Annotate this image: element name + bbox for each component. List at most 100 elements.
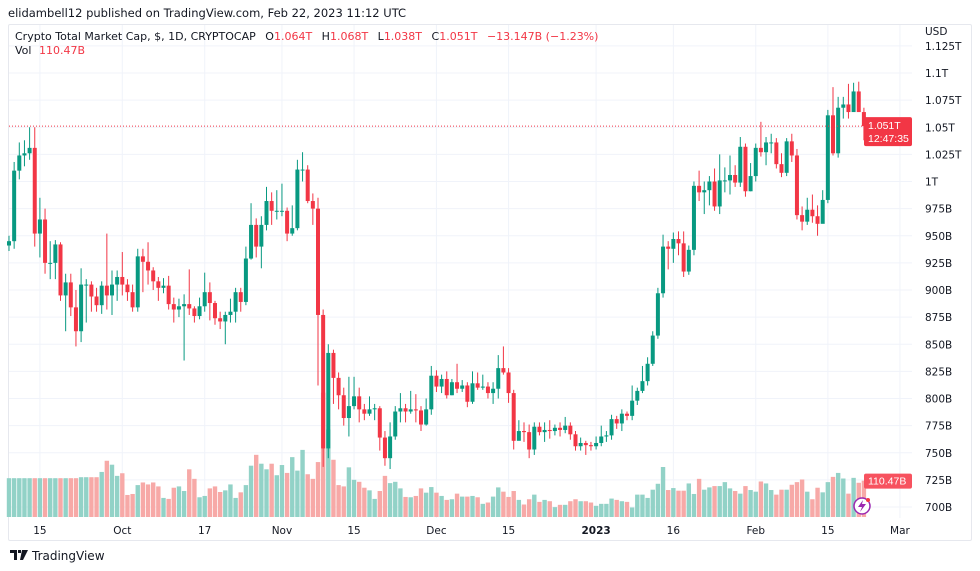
candle[interactable] [547,420,552,439]
candle[interactable] [558,422,563,437]
candle[interactable] [228,298,233,323]
candle[interactable] [789,133,794,162]
candle[interactable] [79,268,84,343]
candle[interactable] [851,82,856,113]
candle[interactable] [825,109,830,204]
candle[interactable] [367,396,372,416]
candle[interactable] [599,425,604,447]
candle[interactable] [717,154,722,215]
candle[interactable] [398,393,403,423]
candle[interactable] [594,436,599,450]
candle[interactable] [140,248,145,293]
candle[interactable] [769,133,774,154]
candle[interactable] [568,422,573,440]
candle[interactable] [213,300,217,325]
candle[interactable] [207,282,212,321]
candle[interactable] [712,168,717,211]
candle[interactable] [171,297,176,323]
symbol-title[interactable]: Crypto Total Market Cap, $, 1D, CRYPTOCA… [15,30,256,43]
candle[interactable] [104,233,109,310]
candle[interactable] [176,298,181,318]
candle[interactable] [285,207,290,242]
candle[interactable] [516,420,521,441]
candle[interactable] [341,387,346,426]
candle[interactable] [846,83,851,119]
candle[interactable] [295,159,300,231]
candle[interactable] [316,197,320,386]
candle[interactable] [697,170,702,202]
currency-label[interactable]: USD [925,26,947,38]
candle[interactable] [630,385,635,421]
candle[interactable] [84,279,89,323]
candle[interactable] [722,167,727,193]
candle[interactable] [506,368,511,403]
candle[interactable] [764,137,769,166]
candle[interactable] [331,349,336,404]
candle[interactable] [614,415,619,429]
candle[interactable] [243,246,248,306]
candle[interactable] [115,270,120,301]
candle[interactable] [733,165,738,187]
candle[interactable] [7,235,11,251]
candle[interactable] [233,287,238,323]
candle[interactable] [444,371,449,399]
candle[interactable] [671,232,676,263]
candle[interactable] [264,186,269,231]
candle[interactable] [218,311,223,330]
candle[interactable] [779,153,784,178]
candle[interactable] [382,431,387,466]
candle[interactable] [465,382,470,408]
footer-brand[interactable]: TradingView [10,549,105,563]
candle[interactable] [480,374,485,390]
candle[interactable] [681,231,686,277]
candle[interactable] [372,403,377,421]
candle[interactable] [326,344,331,459]
candle[interactable] [831,87,835,156]
lightning-icon[interactable] [853,497,871,515]
candle[interactable] [58,242,63,301]
candle[interactable] [305,165,310,204]
candle[interactable] [578,437,583,451]
candle[interactable] [53,240,58,280]
candle[interactable] [449,378,454,396]
candle[interactable] [161,278,166,294]
candle[interactable] [728,155,732,195]
candle[interactable] [99,281,104,314]
candle[interactable] [666,241,671,270]
candle[interactable] [836,96,841,158]
candle[interactable] [841,96,846,119]
candle[interactable] [202,272,207,312]
candle[interactable] [820,190,825,224]
candle[interactable] [738,137,743,187]
candle[interactable] [424,398,429,426]
candle[interactable] [650,331,655,366]
candle[interactable] [635,387,640,406]
candle[interactable] [655,287,660,339]
candle[interactable] [192,306,197,323]
candle[interactable] [588,441,593,451]
candle[interactable] [346,376,351,437]
candle[interactable] [135,248,140,312]
candle[interactable] [640,365,645,394]
candle[interactable] [393,406,398,440]
candle[interactable] [609,414,614,440]
candle[interactable] [794,148,799,220]
candle[interactable] [146,242,151,285]
candle[interactable] [32,127,37,247]
candle[interactable] [197,297,202,320]
candle[interactable] [130,284,135,312]
candle[interactable] [573,431,578,451]
candle[interactable] [511,389,516,450]
candle[interactable] [17,142,22,180]
candle[interactable] [300,152,305,182]
candle[interactable] [43,208,48,274]
candle[interactable] [439,374,444,394]
candle[interactable] [815,205,820,236]
candle[interactable] [156,276,161,301]
candle[interactable] [676,231,681,256]
candle[interactable] [269,192,274,225]
candle[interactable] [22,140,27,167]
candle[interactable] [604,431,609,442]
candle[interactable] [748,163,753,192]
